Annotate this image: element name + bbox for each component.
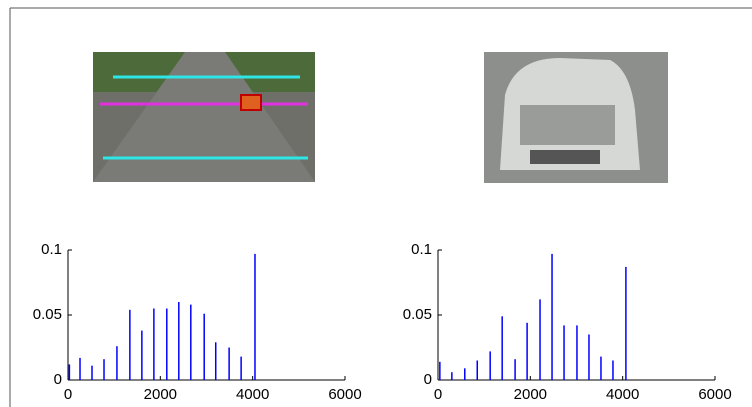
y-tick-label: 0 [54, 371, 62, 388]
x-tick-label: 0 [434, 386, 442, 403]
x-tick-label: 6000 [328, 386, 361, 403]
y-tick-label: 0 [424, 371, 432, 388]
page: 0 0.05 0.1 0 2000 4000 6000 0 0.05 0.1 0 2000 4000 60… [0, 0, 752, 407]
figure: 0 0.05 0.1 0 2000 4000 6000 0 0.05 0.1 0 2000 4000 60… [0, 0, 752, 407]
x-tick-label: 0 [64, 386, 72, 403]
y-tick-label: 0.1 [411, 241, 432, 258]
car-image [484, 52, 668, 183]
x-tick-label: 4000 [606, 386, 639, 403]
x-tick-label: 4000 [236, 386, 269, 403]
y-tick-label: 0.05 [33, 306, 62, 323]
y-tick-label: 0.05 [403, 306, 432, 323]
x-tick-label: 6000 [698, 386, 731, 403]
x-tick-label: 2000 [514, 386, 547, 403]
y-tick-label: 0.1 [41, 241, 62, 258]
x-tick-label: 2000 [144, 386, 177, 403]
road-image [93, 52, 315, 182]
